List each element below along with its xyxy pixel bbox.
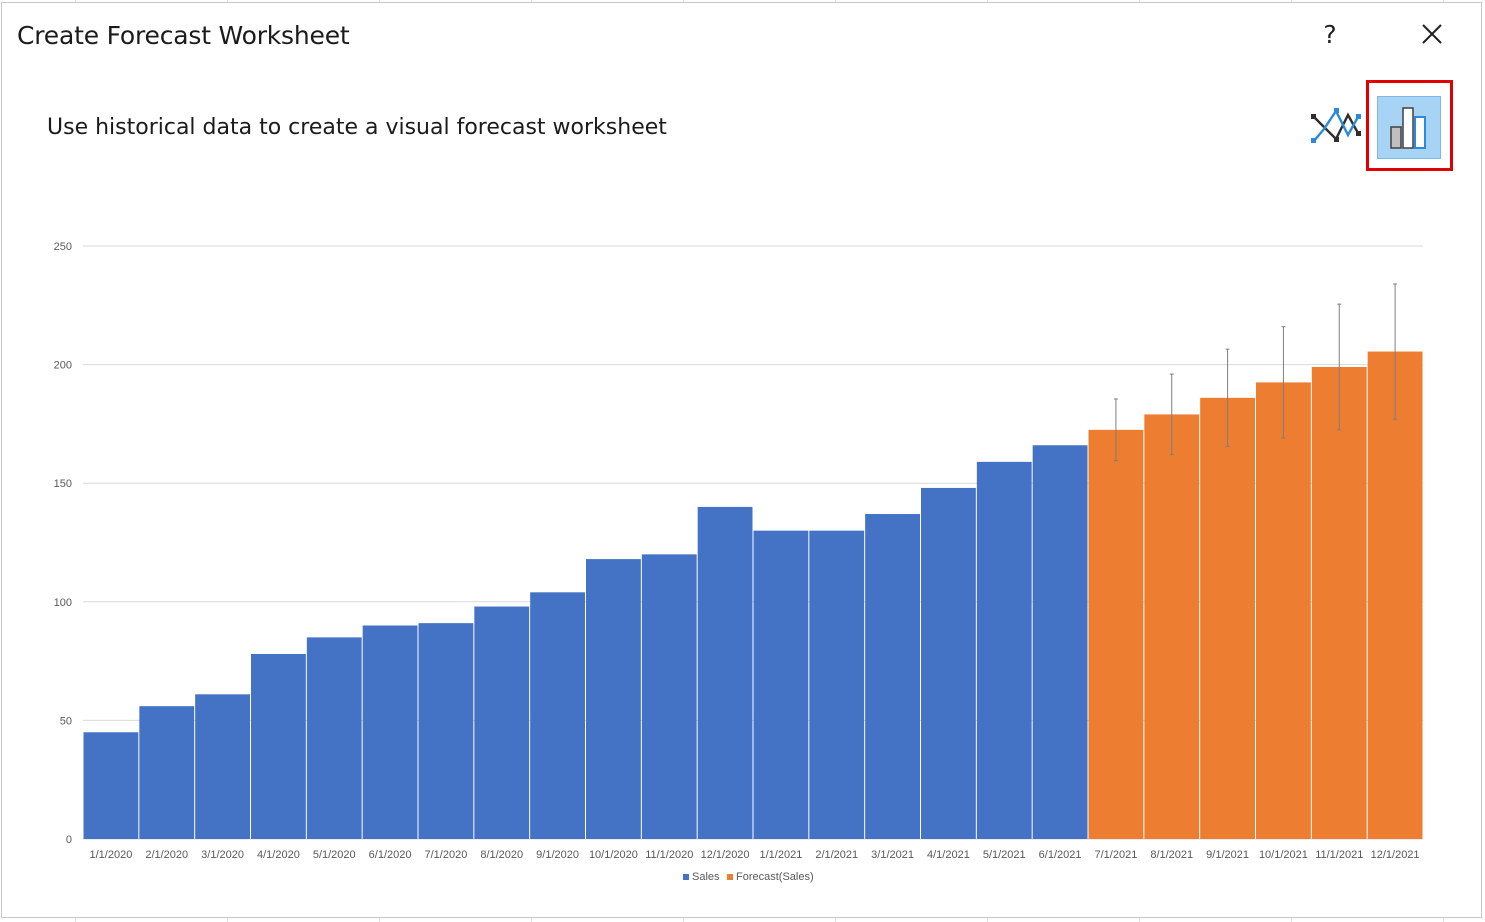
dialog-subtitle: Use historical data to create a visual f…: [47, 115, 667, 140]
column-chart-icon: [1390, 107, 1426, 149]
selected-highlight: [1366, 80, 1453, 171]
line-chart-button[interactable]: [1308, 103, 1364, 149]
help-button[interactable]: ?: [1323, 20, 1337, 49]
line-chart-icon: [1311, 108, 1361, 143]
close-icon: [1422, 24, 1442, 44]
dialog-title: Create Forecast Worksheet: [17, 21, 350, 50]
close-button[interactable]: [1414, 17, 1450, 53]
column-chart-button[interactable]: [1377, 96, 1441, 159]
